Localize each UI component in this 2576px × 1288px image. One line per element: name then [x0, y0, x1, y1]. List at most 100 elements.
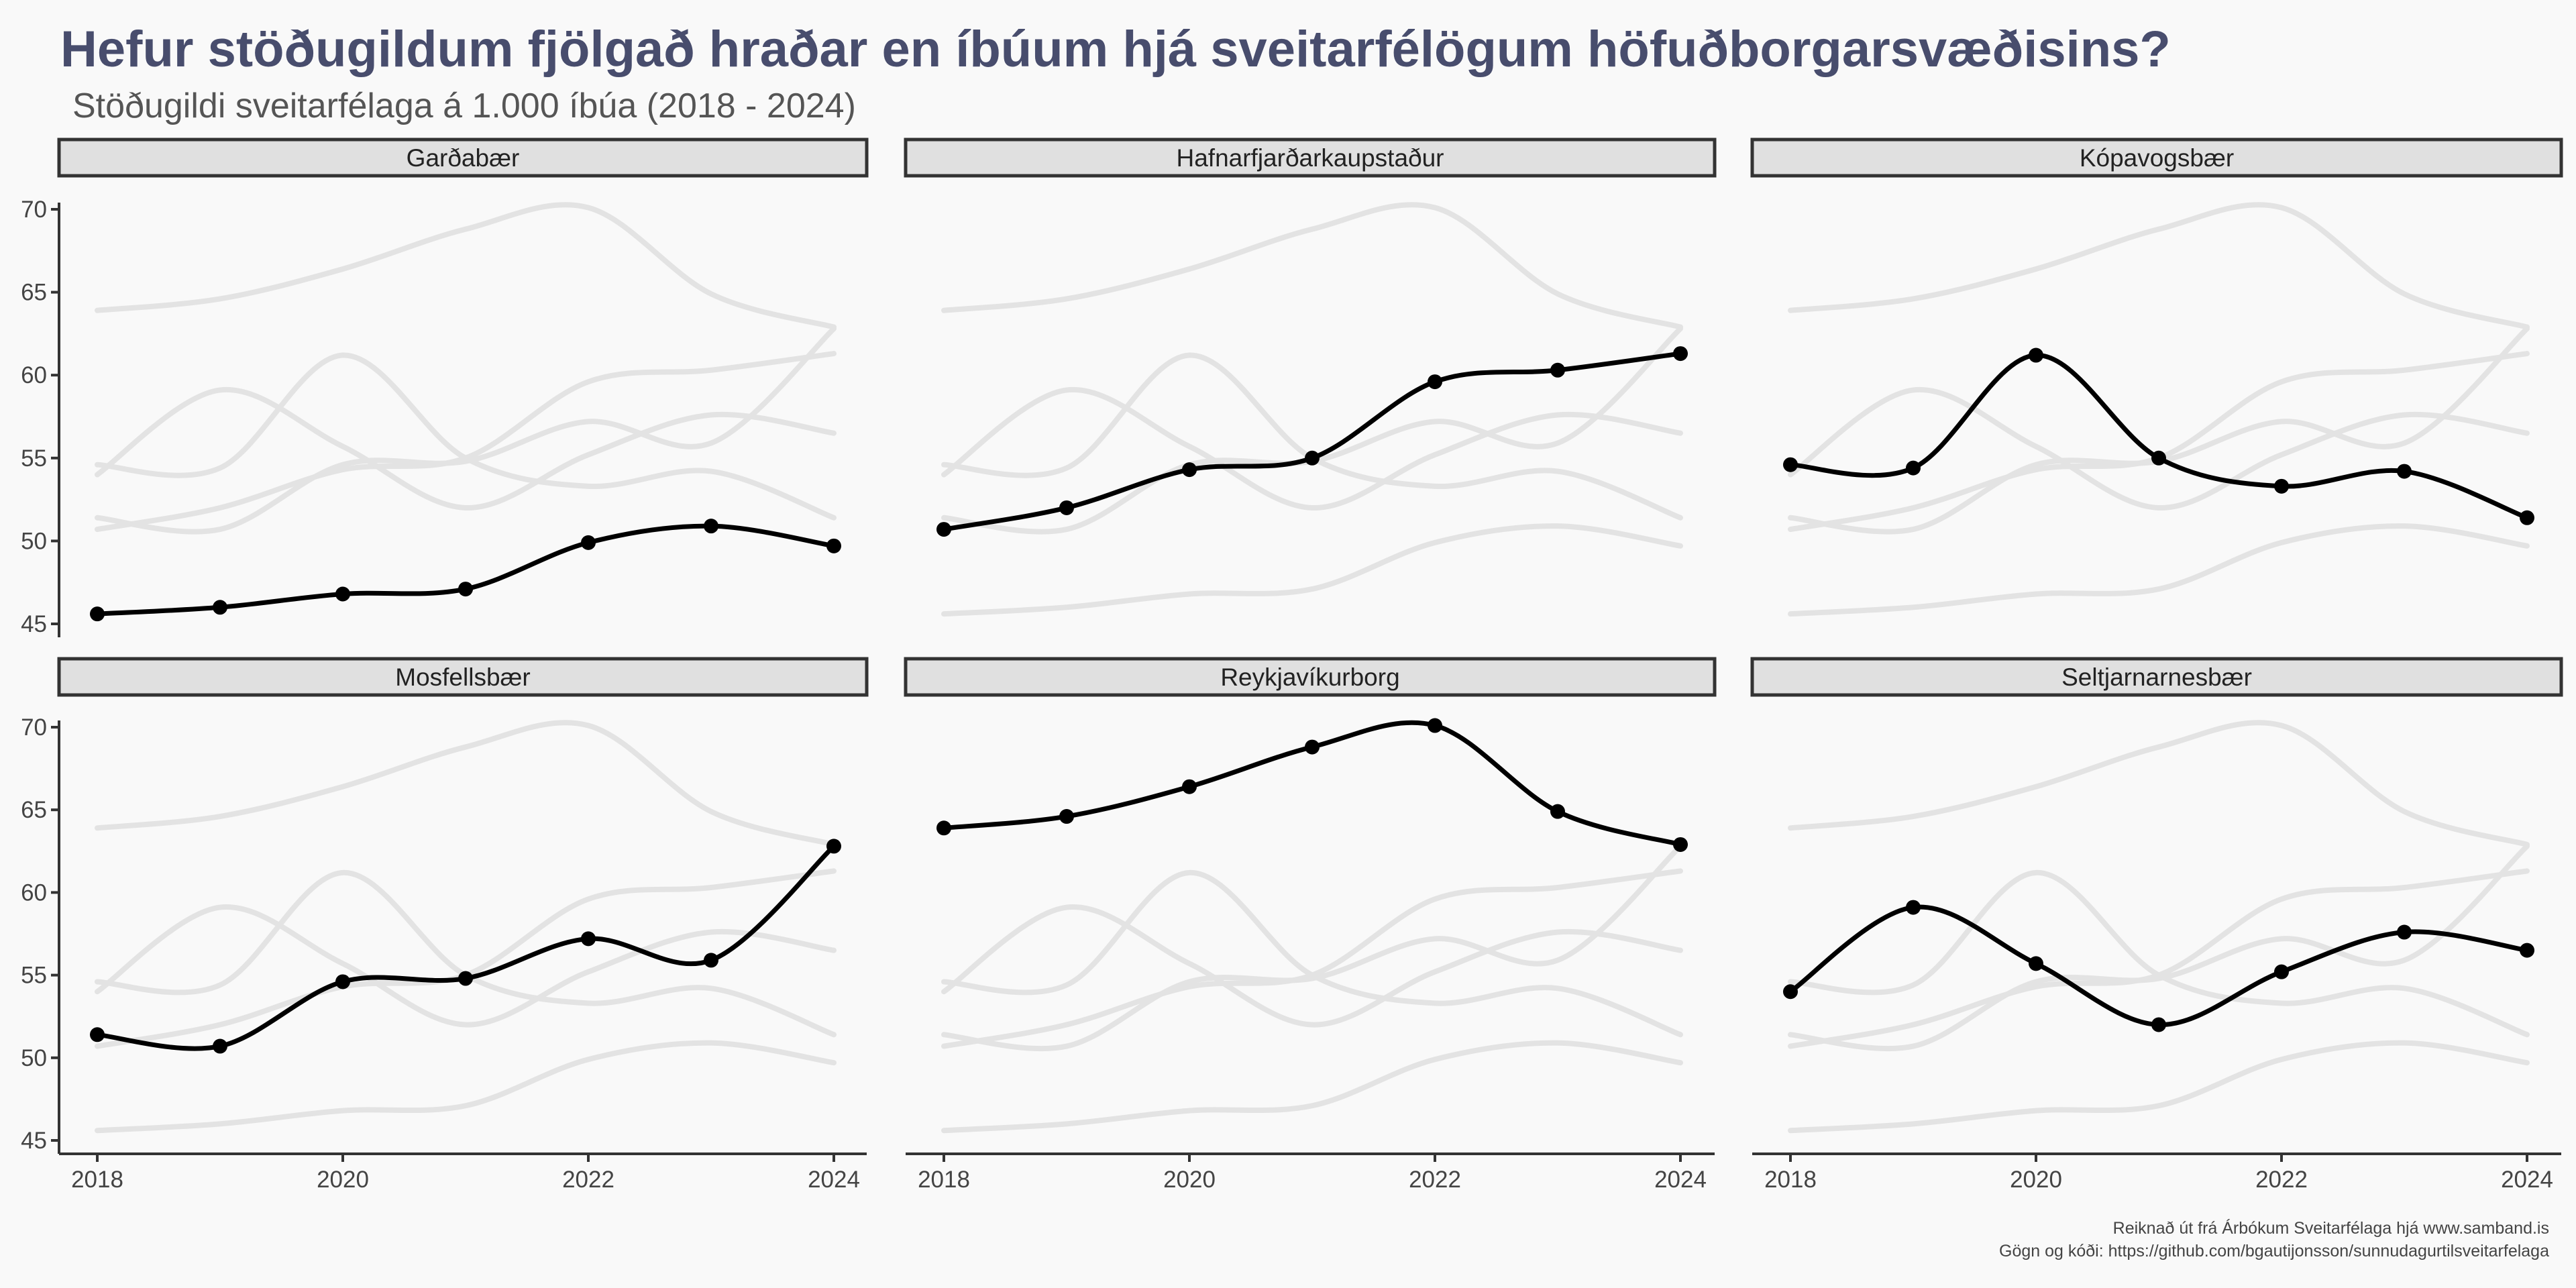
highlight-series-line: [943, 351, 1681, 532]
chart-subtitle: Stöðugildi sveitarfélaga á 1.000 íbúa (2…: [72, 87, 856, 125]
data-point: [2029, 347, 2043, 363]
y-tick-label: 65: [21, 797, 47, 823]
y-tick-label: 70: [21, 714, 47, 741]
background-series-line: [95, 904, 837, 1028]
data-point: [1428, 718, 1442, 733]
data-point: [2029, 956, 2043, 971]
y-tick-label: 60: [21, 879, 47, 906]
highlight-series-line: [1788, 904, 2528, 1028]
x-tick-label: 2022: [1409, 1167, 1461, 1193]
x-tick-label: 2018: [71, 1167, 123, 1193]
y-tick-label: 55: [21, 445, 47, 472]
data-point: [704, 519, 718, 534]
facet-strip: [1750, 138, 2563, 178]
data-point: [2151, 1017, 2166, 1032]
y-tick-label: 45: [21, 611, 47, 637]
y-tick-label: 50: [21, 1045, 47, 1071]
background-series-line: [1788, 1040, 2530, 1134]
facet-strip-label: Reykjavíkurborg: [1220, 663, 1399, 691]
x-tick-label: 2022: [562, 1167, 614, 1193]
data-point: [2151, 450, 2166, 466]
caption-source: Reiknað út frá Árbókum Sveitarfélaga hjá…: [2112, 1219, 2549, 1238]
background-series-line: [941, 325, 1683, 535]
data-point: [90, 606, 105, 622]
highlight-series-line: [97, 523, 835, 616]
data-point: [1182, 462, 1197, 478]
data-point: [1906, 460, 1921, 476]
facet-strip: [57, 657, 869, 697]
data-point: [1783, 457, 1798, 472]
data-point: [1550, 362, 1565, 378]
data-point: [335, 974, 350, 989]
background-series-line: [95, 868, 837, 1049]
y-tick-label: 65: [21, 280, 47, 306]
data-point: [936, 522, 951, 537]
y-tick-label: 70: [21, 197, 47, 223]
background-series-line: [95, 352, 837, 521]
facet-strip: [1750, 657, 2563, 697]
background-series-line: [941, 843, 1683, 1052]
data-point: [1305, 739, 1320, 755]
data-point: [581, 535, 596, 550]
data-point: [458, 971, 473, 986]
background-series-line: [1788, 325, 2530, 535]
background-series-line: [1788, 523, 2530, 617]
data-point: [2520, 510, 2534, 525]
data-point: [826, 839, 841, 854]
background-series-line: [95, 202, 837, 330]
data-point: [90, 1027, 105, 1042]
background-series-line: [941, 904, 1683, 1028]
data-point: [335, 586, 350, 602]
background-series-line: [941, 352, 1683, 521]
data-point: [704, 953, 718, 968]
data-point: [2274, 964, 2289, 979]
data-point: [1428, 374, 1442, 390]
data-point: [1182, 779, 1197, 794]
background-series-line: [941, 386, 1683, 511]
x-tick-label: 2024: [2501, 1167, 2553, 1193]
data-point: [2397, 924, 2412, 940]
x-tick-label: 2020: [317, 1167, 369, 1193]
data-point: [213, 600, 227, 615]
chart-title: Hefur stöðugildum fjölgað hraðar en íbúu…: [60, 21, 2171, 78]
y-tick-label: 45: [21, 1128, 47, 1154]
facet-strip-label: Garðabær: [407, 144, 520, 172]
background-series-line: [1788, 351, 2530, 533]
background-series-line: [941, 869, 1683, 1038]
background-series-line: [95, 386, 837, 511]
data-point: [1906, 900, 1921, 915]
data-point: [826, 538, 841, 553]
caption-code: Gögn og kóði: https://github.com/bgautij…: [1999, 1242, 2549, 1260]
facet-strip-label: Kópavogsbær: [2080, 144, 2234, 172]
background-series-line: [95, 351, 837, 533]
data-point: [1673, 346, 1688, 362]
caption: Reiknað út frá Árbókum Sveitarfélaga hjá…: [1999, 1217, 2549, 1263]
x-tick-label: 2024: [1654, 1167, 1707, 1193]
data-point: [1059, 500, 1074, 515]
background-series-line: [941, 523, 1683, 617]
y-tick-label: 60: [21, 362, 47, 388]
data-point: [458, 582, 473, 597]
facet-strip: [904, 657, 1717, 697]
background-series-line: [941, 1040, 1683, 1134]
data-point: [581, 931, 596, 947]
facet-strip-label: Seltjarnarnesbær: [2061, 663, 2252, 691]
data-point: [936, 820, 951, 836]
background-series-line: [95, 869, 837, 1038]
facet-strip: [904, 138, 1717, 178]
background-series-line: [95, 720, 837, 847]
data-point: [2520, 943, 2534, 958]
background-series-line: [1788, 843, 2530, 1052]
x-tick-label: 2024: [808, 1167, 860, 1193]
data-point: [1305, 450, 1320, 466]
facet-strip-label: Mosfellsbær: [395, 663, 531, 691]
highlight-series-line: [97, 844, 836, 1051]
background-series-line: [95, 325, 837, 535]
facet-strip: [57, 138, 869, 178]
x-tick-label: 2020: [1163, 1167, 1216, 1193]
x-tick-label: 2018: [918, 1167, 970, 1193]
background-series-line: [95, 1040, 837, 1134]
facet-strip-label: Hafnarfjarðarkaupstaður: [1177, 144, 1444, 172]
x-tick-label: 2018: [1764, 1167, 1817, 1193]
